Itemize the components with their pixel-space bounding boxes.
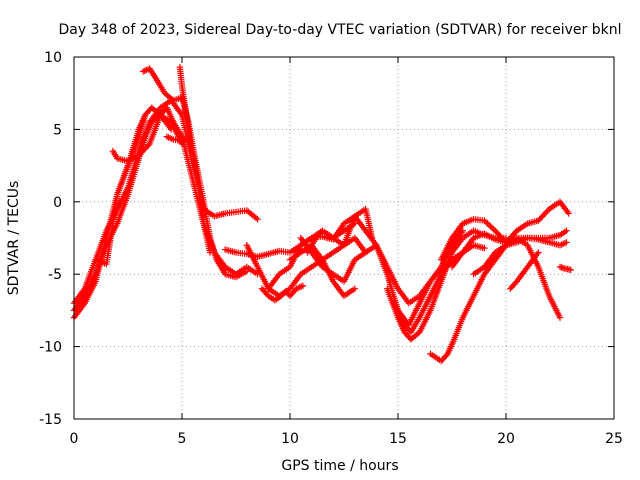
y-tick-label: 10 — [44, 50, 62, 66]
data-point — [487, 223, 494, 230]
y-tick-label: -10 — [39, 340, 62, 356]
data-point — [254, 215, 261, 223]
series-track-22 — [507, 249, 542, 292]
data-point — [279, 291, 286, 298]
data-point — [488, 224, 496, 232]
data-point — [183, 136, 190, 143]
series-track-7 — [176, 63, 214, 256]
data-point — [145, 142, 152, 149]
y-tick-label: -5 — [48, 267, 62, 283]
series-track-19 — [438, 215, 564, 321]
data-point — [142, 111, 149, 119]
data-point — [296, 284, 303, 291]
data-point — [368, 234, 376, 242]
x-axis-label: GPS time / hours — [281, 458, 398, 474]
x-tick-label: 20 — [497, 431, 515, 447]
data-point — [484, 220, 491, 227]
data-point — [299, 282, 307, 289]
series-track-17 — [390, 242, 488, 336]
series-track-14 — [304, 205, 376, 256]
series-track-23 — [556, 263, 574, 274]
data-point — [535, 249, 542, 256]
data-point — [485, 221, 493, 229]
data-point — [283, 289, 291, 297]
x-tick-label: 5 — [178, 431, 187, 447]
data-point — [556, 314, 564, 321]
series-track-20 — [448, 198, 572, 271]
series-track-8 — [163, 133, 190, 145]
x-tick-label: 15 — [389, 431, 407, 447]
data-point — [351, 285, 358, 292]
y-tick-label: 5 — [53, 122, 62, 138]
chart-title: Day 348 of 2023, Sidereal Day-to-day VTE… — [59, 22, 622, 38]
x-tick-label: 25 — [605, 431, 623, 447]
plot-frame — [73, 56, 615, 420]
x-tick-label: 0 — [70, 431, 79, 447]
series-track-15 — [297, 227, 466, 307]
data-point — [560, 240, 567, 247]
y-tick-label: -15 — [39, 412, 62, 428]
y-tick-label: 0 — [53, 195, 62, 211]
series-track-16 — [384, 227, 510, 343]
x-tick-label: 10 — [281, 431, 299, 447]
axis-ticks: 0 5 10 15 20 25 -15 -10 -5 0 5 10 — [39, 50, 623, 447]
data-point — [490, 226, 497, 233]
data-point — [278, 292, 285, 300]
data-point — [563, 239, 570, 246]
series-track-6 — [139, 65, 250, 281]
series-track-4 — [92, 111, 149, 268]
data-points — [70, 63, 574, 365]
data-point — [459, 227, 466, 234]
series-track-11 — [258, 282, 307, 304]
data-point — [567, 266, 574, 274]
data-point — [443, 352, 450, 359]
data-point — [565, 210, 572, 217]
data-point — [481, 244, 488, 252]
data-point — [282, 288, 289, 295]
series-track-1 — [70, 104, 261, 314]
y-axis-label: SDTVAR / TECUs — [6, 181, 22, 296]
data-point — [243, 268, 250, 275]
data-point — [206, 249, 214, 256]
data-point — [563, 227, 570, 234]
series-track-21 — [470, 234, 570, 278]
